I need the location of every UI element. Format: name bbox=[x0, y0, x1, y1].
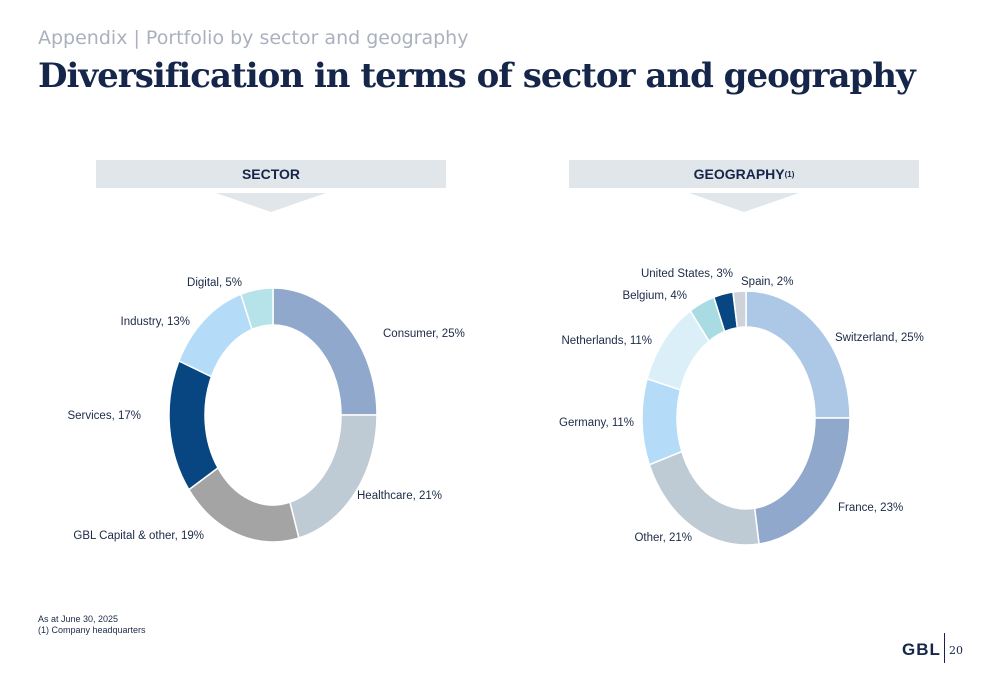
sector-slice bbox=[239, 287, 274, 331]
geography-banner: GEOGRAPHY (1) bbox=[569, 160, 919, 188]
geography-slice-label: Belgium, 4% bbox=[622, 290, 687, 302]
sector-slice-label: GBL Capital & other, 19% bbox=[73, 530, 204, 542]
geography-banner-label: GEOGRAPHY bbox=[693, 166, 785, 182]
geography-footnote-marker: (1) bbox=[784, 169, 795, 179]
footer-divider bbox=[944, 633, 945, 663]
page-number: 20 bbox=[949, 644, 963, 657]
geography-slice bbox=[753, 417, 851, 545]
geography-slice-label: Netherlands, 11% bbox=[561, 335, 652, 347]
geography-slice-label: Spain, 2% bbox=[741, 276, 793, 288]
sector-slice bbox=[289, 414, 378, 539]
page-title: Diversification in terms of sector and g… bbox=[38, 56, 916, 96]
geography-slice-label: Germany, 11% bbox=[559, 417, 634, 429]
geography-slice bbox=[648, 450, 760, 546]
geography-slice-label: France, 23% bbox=[838, 502, 903, 514]
sector-slice bbox=[177, 293, 253, 378]
sector-chevron-icon bbox=[216, 193, 326, 212]
geography-slice-label: United States, 3% bbox=[641, 268, 733, 280]
geography-slice-label: Switzerland, 25% bbox=[835, 332, 924, 344]
gbl-logo: GBL bbox=[902, 640, 941, 659]
footnote-date: As at June 30, 2025 bbox=[38, 614, 119, 624]
breadcrumb: Appendix | Portfolio by sector and geogr… bbox=[38, 27, 469, 49]
geography-slice-label: Other, 21% bbox=[634, 532, 692, 544]
geography-slice bbox=[732, 290, 747, 329]
sector-slice-label: Consumer, 25% bbox=[383, 328, 465, 340]
geography-slice bbox=[745, 290, 851, 419]
sector-slice bbox=[187, 466, 300, 543]
sector-slice bbox=[272, 287, 378, 416]
sector-slice-label: Services, 17% bbox=[67, 410, 141, 422]
sector-slice-label: Healthcare, 21% bbox=[357, 490, 442, 502]
sector-slice-label: Digital, 5% bbox=[187, 277, 242, 289]
geography-chevron-icon bbox=[689, 193, 799, 212]
footnote-headquarters: (1) Company headquarters bbox=[38, 625, 146, 635]
geography-slice bbox=[641, 377, 683, 466]
sector-slice bbox=[168, 359, 219, 491]
sector-slice-label: Industry, 13% bbox=[121, 316, 190, 328]
sector-banner: SECTOR bbox=[96, 160, 446, 188]
sector-banner-label: SECTOR bbox=[241, 166, 301, 182]
